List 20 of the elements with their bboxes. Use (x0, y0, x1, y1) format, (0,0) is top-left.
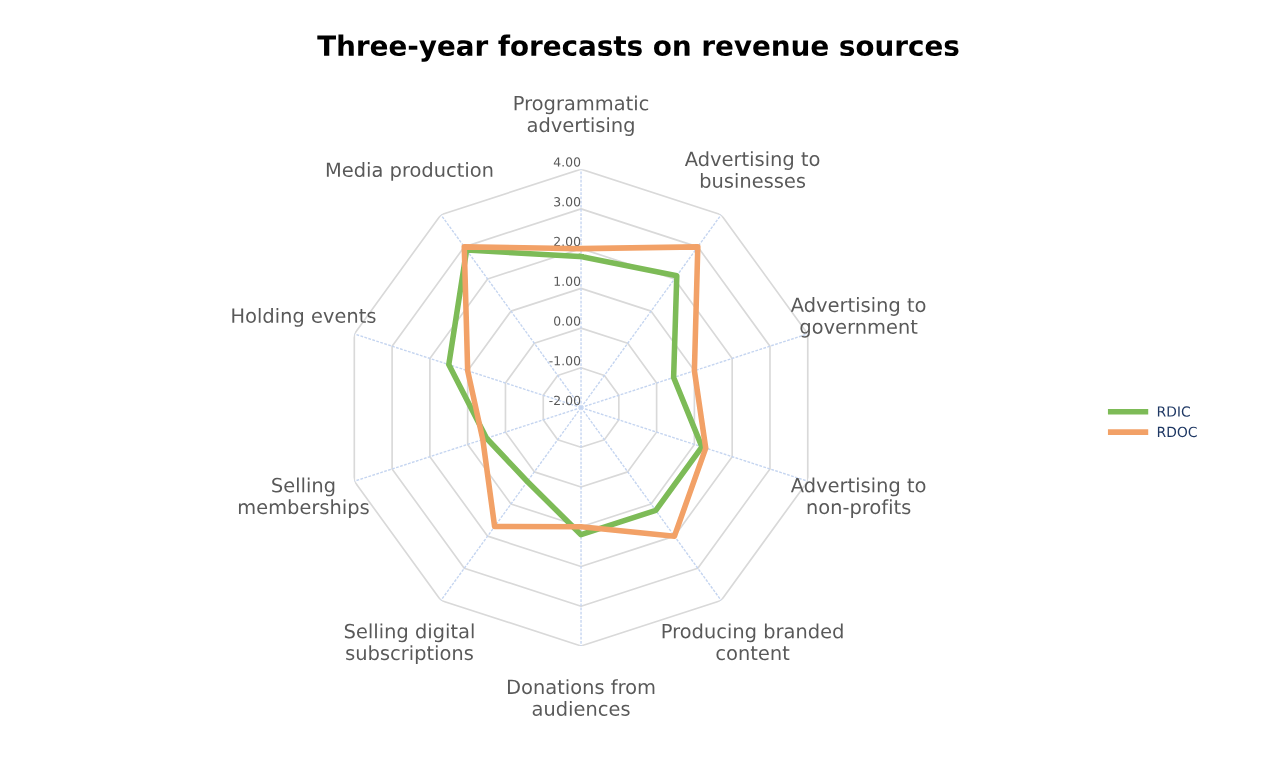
y-tick-label: 0.00 (554, 316, 581, 326)
spoke-label: Holding events (232, 307, 376, 327)
spoke-label: Selling digital subscriptions (344, 623, 474, 664)
y-tick-label: 2.00 (554, 236, 581, 247)
y-tick-label: 1.00 (554, 276, 581, 286)
y-tick-label: -2.00 (549, 395, 581, 406)
y-tick-label: 4.00 (553, 157, 581, 167)
y-tick-label: 3.00 (554, 197, 581, 207)
y-tick-label: -1.00 (549, 355, 581, 366)
spoke-label: Advertising to non-profits (790, 477, 926, 519)
legend-label: RDOC (1157, 426, 1197, 438)
legend-label: RDIC (1157, 406, 1190, 417)
spoke-label: Selling memberships (238, 477, 369, 519)
spoke-label: Donations from audiences (507, 679, 655, 716)
spoke-label: Producing branded content (662, 623, 843, 661)
spoke-label: Media production (326, 162, 493, 181)
spoke-label: Advertising to government (790, 297, 926, 338)
spoke-label: Advertising to businesses (684, 151, 820, 188)
chart-title: Three-year forecasts on revenue sources (317, 34, 959, 62)
spoke-label: Programmatic advertising (514, 95, 649, 136)
